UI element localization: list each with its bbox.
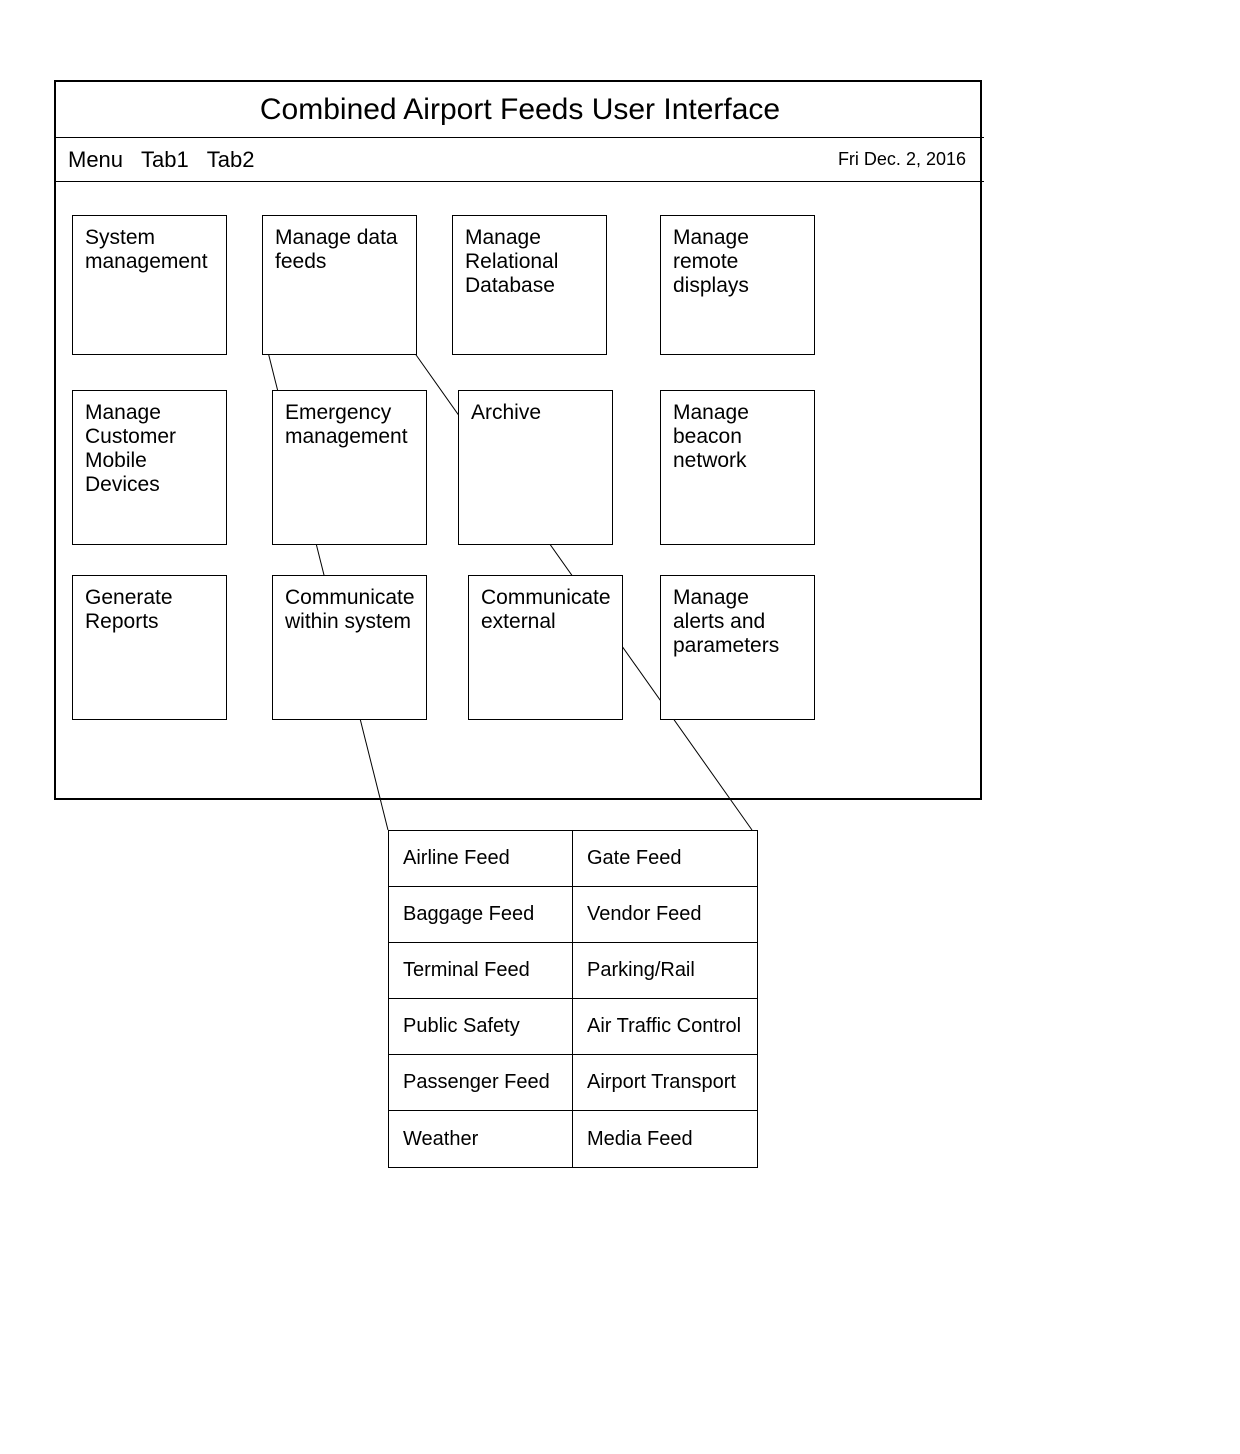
feed-cell[interactable]: Parking/Rail: [573, 943, 757, 998]
card-label: Manage alerts and parameters: [673, 586, 779, 657]
card-system-management[interactable]: System management: [72, 215, 227, 355]
menu-item-menu[interactable]: Menu: [68, 147, 123, 173]
feed-cell[interactable]: Media Feed: [573, 1111, 757, 1167]
card-manage-remote-displays[interactable]: Manage remote displays: [660, 215, 815, 355]
feed-row: Terminal FeedParking/Rail: [389, 943, 757, 999]
card-label: Communicate external: [481, 586, 611, 633]
feed-cell[interactable]: Weather: [389, 1111, 573, 1167]
card-label: Generate Reports: [85, 586, 173, 633]
feed-cell[interactable]: Passenger Feed: [389, 1055, 573, 1110]
card-manage-alerts-parameters[interactable]: Manage alerts and parameters: [660, 575, 815, 720]
card-manage-customer-mobile[interactable]: Manage Customer Mobile Devices: [72, 390, 227, 545]
feed-row: Passenger FeedAirport Transport: [389, 1055, 757, 1111]
menu-item-tab2[interactable]: Tab2: [207, 147, 255, 173]
card-label: Manage Customer Mobile Devices: [85, 401, 176, 496]
card-label: Manage data feeds: [275, 226, 398, 273]
card-manage-data-feeds[interactable]: Manage data feeds: [262, 215, 417, 355]
feed-cell[interactable]: Air Traffic Control: [573, 999, 757, 1054]
card-emergency-management[interactable]: Emergency management: [272, 390, 427, 545]
feed-row: Baggage FeedVendor Feed: [389, 887, 757, 943]
card-label: Communicate within system: [285, 586, 415, 633]
feed-cell[interactable]: Gate Feed: [573, 831, 757, 886]
card-label: Emergency management: [285, 401, 408, 448]
date-label: Fri Dec. 2, 2016: [838, 149, 966, 170]
menu-bar: Menu Tab1 Tab2 Fri Dec. 2, 2016: [56, 138, 984, 182]
card-generate-reports[interactable]: Generate Reports: [72, 575, 227, 720]
card-label: System management: [85, 226, 208, 273]
feed-row: Public SafetyAir Traffic Control: [389, 999, 757, 1055]
canvas: Combined Airport Feeds User Interface Me…: [0, 0, 1240, 1454]
card-manage-beacon-network[interactable]: Manage beacon network: [660, 390, 815, 545]
feed-cell[interactable]: Baggage Feed: [389, 887, 573, 942]
window-title: Combined Airport Feeds User Interface: [260, 93, 780, 127]
title-bar: Combined Airport Feeds User Interface: [56, 82, 984, 138]
feed-table: Airline FeedGate FeedBaggage FeedVendor …: [388, 830, 758, 1168]
card-archive[interactable]: Archive: [458, 390, 613, 545]
card-label: Manage Relational Database: [465, 226, 558, 297]
card-communicate-within[interactable]: Communicate within system: [272, 575, 427, 720]
feed-row: WeatherMedia Feed: [389, 1111, 757, 1167]
feed-cell[interactable]: Airline Feed: [389, 831, 573, 886]
feed-cell[interactable]: Public Safety: [389, 999, 573, 1054]
card-label: Manage remote displays: [673, 226, 749, 297]
feed-cell[interactable]: Airport Transport: [573, 1055, 757, 1110]
card-communicate-external[interactable]: Communicate external: [468, 575, 623, 720]
card-manage-relational-db[interactable]: Manage Relational Database: [452, 215, 607, 355]
card-label: Manage beacon network: [673, 401, 749, 472]
feed-row: Airline FeedGate Feed: [389, 831, 757, 887]
feed-cell[interactable]: Terminal Feed: [389, 943, 573, 998]
feed-cell[interactable]: Vendor Feed: [573, 887, 757, 942]
card-label: Archive: [471, 401, 541, 424]
menu-item-tab1[interactable]: Tab1: [141, 147, 189, 173]
